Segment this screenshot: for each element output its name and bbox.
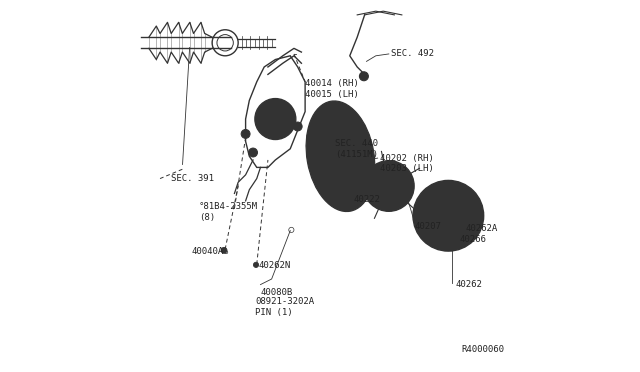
Circle shape bbox=[457, 223, 464, 230]
Circle shape bbox=[438, 227, 445, 234]
Text: SEC. 492: SEC. 492 bbox=[390, 49, 434, 58]
Text: 40222: 40222 bbox=[353, 195, 380, 203]
Circle shape bbox=[293, 122, 302, 131]
Circle shape bbox=[399, 175, 405, 181]
Text: 40262A: 40262A bbox=[465, 224, 497, 233]
Text: 40202 (RH): 40202 (RH) bbox=[380, 154, 433, 163]
Text: 40262: 40262 bbox=[456, 280, 483, 289]
Text: 40207: 40207 bbox=[415, 222, 442, 231]
Text: °81B4-2355M
(8): °81B4-2355M (8) bbox=[199, 202, 258, 222]
Circle shape bbox=[248, 148, 257, 157]
Text: SEC. 440
(41151M): SEC. 440 (41151M) bbox=[335, 139, 378, 158]
Text: 40262N: 40262N bbox=[259, 262, 291, 270]
Text: 40015 (LH): 40015 (LH) bbox=[305, 90, 359, 99]
Circle shape bbox=[371, 182, 376, 187]
Circle shape bbox=[415, 183, 481, 248]
Circle shape bbox=[413, 180, 484, 251]
Circle shape bbox=[255, 99, 296, 140]
Circle shape bbox=[397, 193, 403, 199]
Circle shape bbox=[383, 168, 388, 174]
Text: 40040A: 40040A bbox=[191, 247, 224, 256]
Text: 40080B: 40080B bbox=[260, 288, 292, 296]
Circle shape bbox=[380, 197, 385, 203]
Circle shape bbox=[459, 204, 466, 211]
Text: 40266: 40266 bbox=[460, 235, 486, 244]
Text: SEC. 391: SEC. 391 bbox=[172, 174, 214, 183]
Circle shape bbox=[428, 195, 468, 236]
Circle shape bbox=[370, 167, 408, 205]
Ellipse shape bbox=[306, 101, 375, 212]
Text: 40014 (RH): 40014 (RH) bbox=[305, 79, 359, 88]
Circle shape bbox=[429, 211, 435, 217]
Text: 08921-3202A
PIN (1): 08921-3202A PIN (1) bbox=[255, 297, 314, 317]
Circle shape bbox=[434, 202, 463, 230]
Circle shape bbox=[442, 196, 448, 203]
Text: 40203 (LH): 40203 (LH) bbox=[380, 164, 433, 173]
Circle shape bbox=[360, 72, 369, 81]
Circle shape bbox=[364, 161, 414, 211]
Circle shape bbox=[241, 129, 250, 138]
Circle shape bbox=[253, 262, 259, 267]
Ellipse shape bbox=[314, 112, 367, 201]
Circle shape bbox=[221, 247, 227, 253]
Text: R4000060: R4000060 bbox=[461, 345, 504, 354]
